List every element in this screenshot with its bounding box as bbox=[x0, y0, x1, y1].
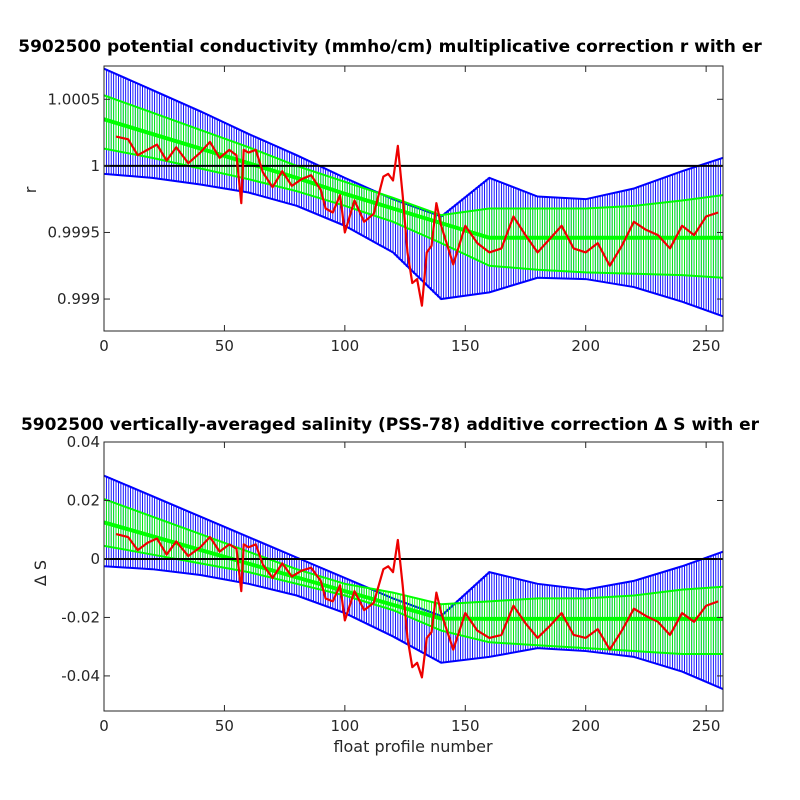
axes-box bbox=[103, 65, 724, 332]
y-tick-label: 0.999 bbox=[57, 290, 100, 308]
inner-error-lower bbox=[104, 147, 723, 279]
y-axis-label-top: r bbox=[21, 186, 40, 193]
y-tick-label: 0 bbox=[90, 550, 100, 568]
outer-error-upper bbox=[104, 67, 723, 218]
chart-panel-top: 5902500 potential conductivity (mmho/cm)… bbox=[18, 37, 762, 355]
plot-area-top: 0 50 100 150 200 250 0.999 0.9995 1 1.0005 bbox=[48, 65, 724, 355]
inner-error-upper bbox=[104, 498, 723, 606]
x-tick-label: 100 bbox=[331, 717, 360, 735]
y-tick-label: -0.02 bbox=[61, 608, 100, 626]
x-tick-label: 0 bbox=[99, 337, 109, 355]
plot-area-bottom: 0 50 100 150 200 250 -0.04 -0.02 0 0.02 0.04 bbox=[61, 433, 724, 735]
y-tick-label: -0.04 bbox=[61, 667, 100, 685]
x-tick-label: 50 bbox=[215, 717, 234, 735]
y-axis-label-bottom: Δ S bbox=[31, 560, 50, 586]
chart-panel-bottom: 5902500 vertically-averaged salinity (PS… bbox=[21, 415, 760, 756]
x-axis-label-bottom: float profile number bbox=[333, 737, 493, 756]
outer-error-lower bbox=[104, 565, 723, 690]
fit-line bbox=[104, 520, 723, 621]
x-tick-label: 200 bbox=[571, 337, 600, 355]
x-tick-label: 200 bbox=[571, 717, 600, 735]
y-tick-label: 0.04 bbox=[67, 433, 100, 451]
x-tick-label: 0 bbox=[99, 717, 109, 735]
y-tick-label: 1 bbox=[90, 157, 100, 175]
fit-line bbox=[104, 117, 723, 240]
data-series-line bbox=[115, 135, 719, 307]
outer-error-lower bbox=[104, 172, 723, 318]
y-tick-label: 1.0005 bbox=[48, 90, 101, 108]
x-tick-label: 150 bbox=[451, 717, 480, 735]
chart-title-top: 5902500 potential conductivity (mmho/cm)… bbox=[18, 37, 762, 57]
data-series-line bbox=[115, 533, 719, 679]
inner-error-lower bbox=[104, 544, 723, 655]
x-tick-label: 250 bbox=[692, 337, 721, 355]
inner-error-upper bbox=[104, 94, 723, 217]
x-tick-label: 100 bbox=[331, 337, 360, 355]
chart-title-bottom: 5902500 vertically-averaged salinity (PS… bbox=[21, 415, 760, 435]
x-tick-label: 50 bbox=[215, 337, 234, 355]
y-tick-label: 0.02 bbox=[67, 491, 100, 509]
axes-box bbox=[103, 441, 724, 712]
x-tick-label: 250 bbox=[692, 717, 721, 735]
y-tick-label: 0.9995 bbox=[48, 223, 101, 241]
x-tick-label: 150 bbox=[451, 337, 480, 355]
outer-error-bars bbox=[104, 69, 723, 317]
